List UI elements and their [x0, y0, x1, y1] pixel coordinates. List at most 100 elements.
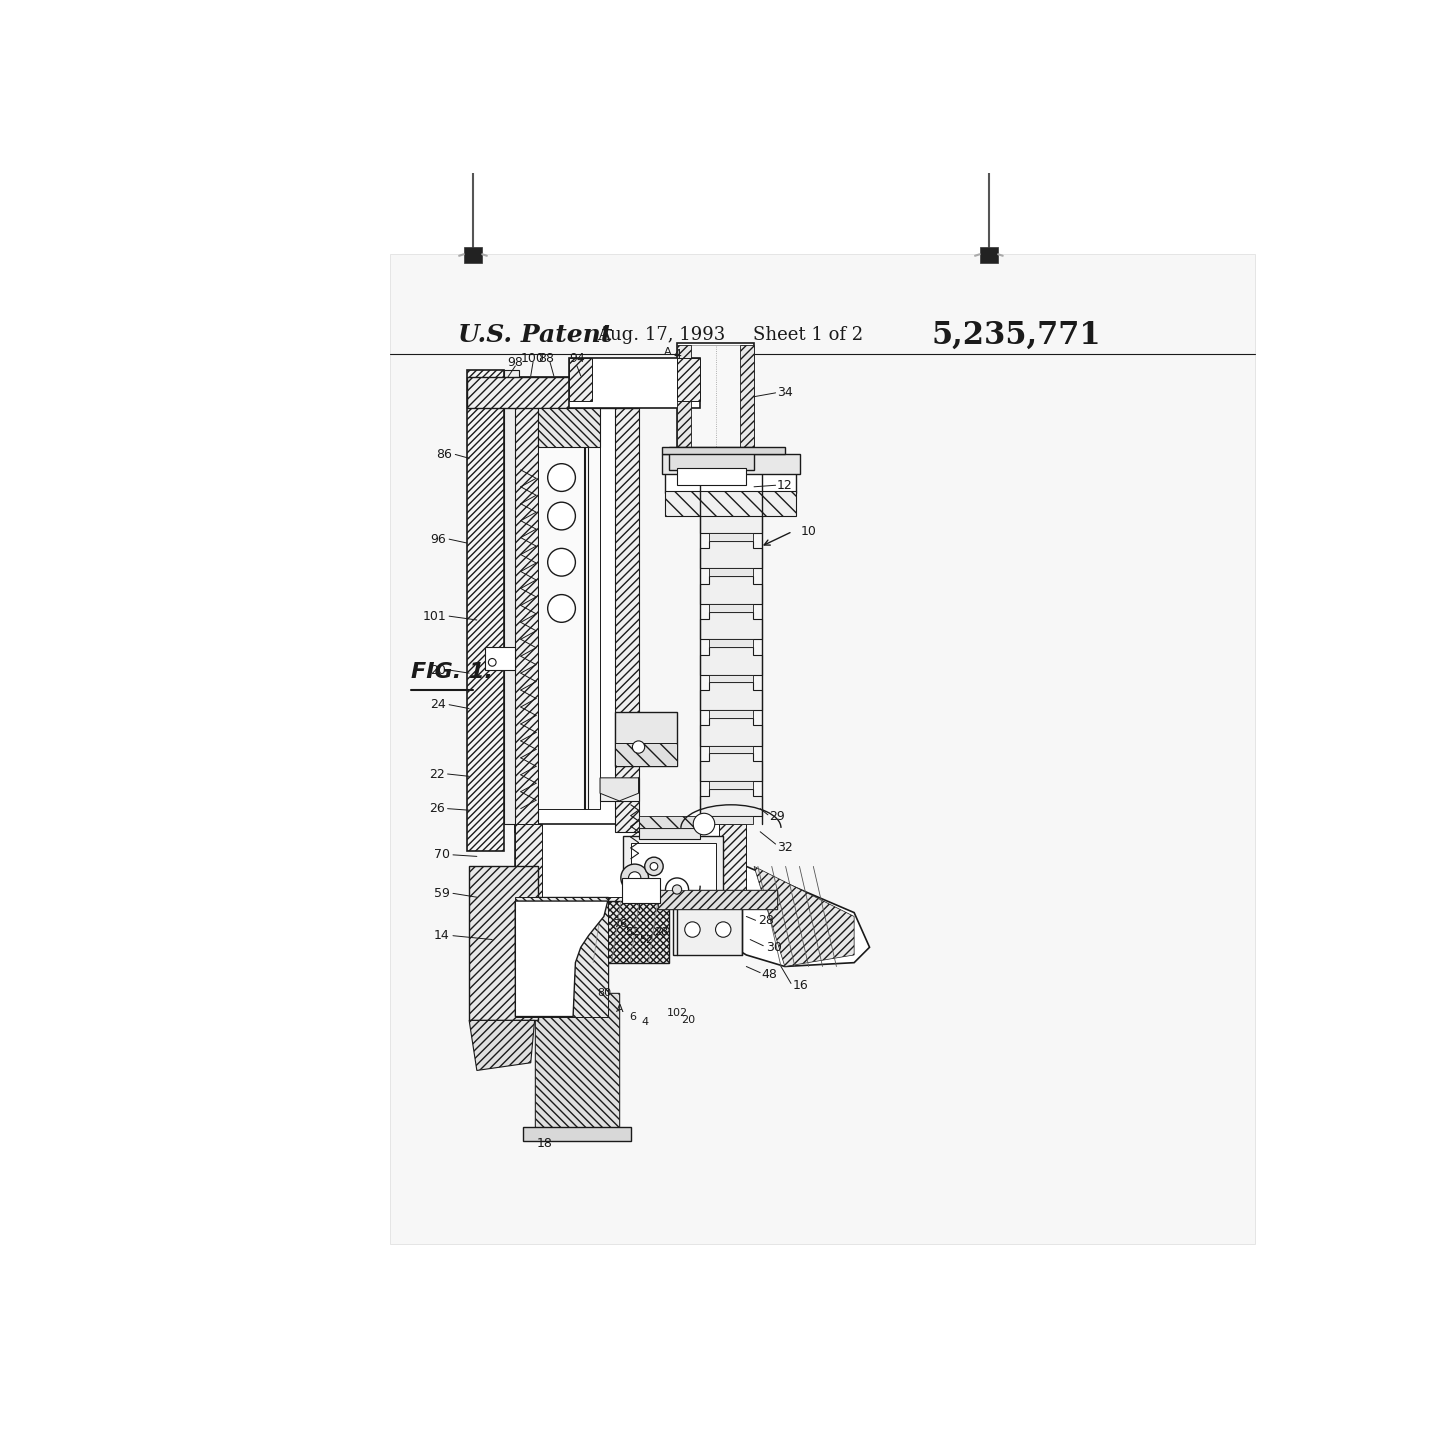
Text: 20: 20 — [682, 1016, 695, 1026]
Circle shape — [488, 659, 496, 666]
Text: 34: 34 — [777, 386, 793, 399]
Bar — [467, 370, 504, 851]
Circle shape — [548, 594, 575, 623]
Polygon shape — [701, 647, 762, 675]
Bar — [516, 897, 746, 909]
Text: 76: 76 — [613, 919, 627, 929]
Polygon shape — [470, 1020, 535, 1071]
Polygon shape — [701, 682, 762, 709]
Bar — [504, 370, 519, 824]
Text: Aug. 17, 1993: Aug. 17, 1993 — [598, 327, 725, 344]
Circle shape — [621, 864, 649, 892]
Bar — [390, 254, 1254, 1244]
Circle shape — [548, 464, 575, 491]
Polygon shape — [701, 540, 762, 568]
Bar — [516, 824, 746, 902]
Polygon shape — [678, 867, 870, 967]
Text: 20: 20 — [431, 663, 447, 676]
Polygon shape — [701, 789, 762, 816]
Text: A: A — [616, 1004, 623, 1014]
Bar — [669, 447, 754, 470]
Text: 101: 101 — [422, 610, 447, 623]
Bar — [516, 897, 608, 1016]
Circle shape — [650, 863, 657, 870]
Text: 18: 18 — [536, 1137, 552, 1150]
Bar — [516, 824, 542, 902]
Text: 100: 100 — [522, 351, 545, 364]
Text: 70: 70 — [434, 848, 449, 861]
Circle shape — [694, 814, 715, 835]
Circle shape — [715, 922, 731, 938]
Text: 10: 10 — [801, 525, 816, 538]
Bar — [678, 342, 754, 465]
Text: 22: 22 — [429, 767, 445, 780]
Text: 29: 29 — [769, 809, 785, 822]
Circle shape — [548, 549, 575, 577]
Bar — [621, 879, 660, 903]
Polygon shape — [708, 816, 753, 824]
Text: 32: 32 — [777, 841, 793, 854]
Bar — [569, 358, 592, 400]
Circle shape — [548, 503, 575, 530]
Bar — [616, 743, 678, 766]
Bar — [516, 902, 669, 962]
Text: 30: 30 — [766, 941, 782, 954]
Text: 98: 98 — [507, 355, 523, 368]
Polygon shape — [708, 533, 753, 540]
Bar — [616, 377, 639, 832]
Bar — [467, 377, 639, 409]
Bar — [720, 824, 746, 902]
Text: 12: 12 — [777, 478, 793, 491]
Text: 80: 80 — [597, 988, 611, 998]
Text: Sheet 1 of 2: Sheet 1 of 2 — [753, 327, 863, 344]
Polygon shape — [708, 780, 753, 789]
Polygon shape — [701, 577, 762, 604]
Circle shape — [629, 871, 640, 884]
Bar — [662, 447, 785, 454]
Polygon shape — [701, 470, 762, 497]
Circle shape — [685, 922, 701, 938]
Text: 88: 88 — [538, 351, 553, 364]
Text: 28: 28 — [757, 913, 773, 926]
Text: 59: 59 — [434, 887, 449, 900]
Bar — [464, 247, 483, 263]
Text: 48: 48 — [762, 968, 777, 981]
Circle shape — [633, 741, 644, 753]
Text: 52: 52 — [639, 935, 653, 945]
Bar — [516, 897, 608, 1016]
Bar — [470, 867, 539, 1020]
Bar — [678, 345, 691, 464]
Bar — [639, 816, 701, 828]
Bar — [539, 423, 600, 809]
Polygon shape — [708, 497, 753, 506]
Circle shape — [644, 857, 663, 876]
Bar — [657, 890, 777, 909]
Bar — [516, 377, 539, 832]
Polygon shape — [516, 902, 608, 1016]
Text: U.S. Patent: U.S. Patent — [458, 324, 611, 347]
Polygon shape — [708, 568, 753, 577]
Bar — [740, 345, 754, 464]
Bar — [600, 777, 639, 801]
Text: 28: 28 — [655, 926, 669, 936]
Polygon shape — [600, 777, 639, 801]
Text: 96: 96 — [431, 533, 447, 546]
Text: 5,235,771: 5,235,771 — [931, 319, 1101, 351]
Bar — [569, 358, 701, 409]
Bar — [666, 471, 796, 493]
Bar — [535, 994, 620, 1131]
Bar — [678, 358, 701, 400]
Bar — [623, 835, 724, 902]
Bar — [639, 828, 701, 840]
Circle shape — [672, 884, 682, 894]
Bar — [980, 247, 998, 263]
Polygon shape — [754, 867, 854, 967]
Bar — [678, 468, 746, 486]
Text: 102: 102 — [666, 1007, 688, 1017]
Text: 16: 16 — [792, 980, 808, 993]
Text: 4: 4 — [642, 1017, 649, 1027]
Text: 24: 24 — [431, 698, 447, 711]
Text: 6: 6 — [629, 1011, 636, 1022]
Text: 26: 26 — [429, 802, 445, 815]
Polygon shape — [708, 675, 753, 682]
